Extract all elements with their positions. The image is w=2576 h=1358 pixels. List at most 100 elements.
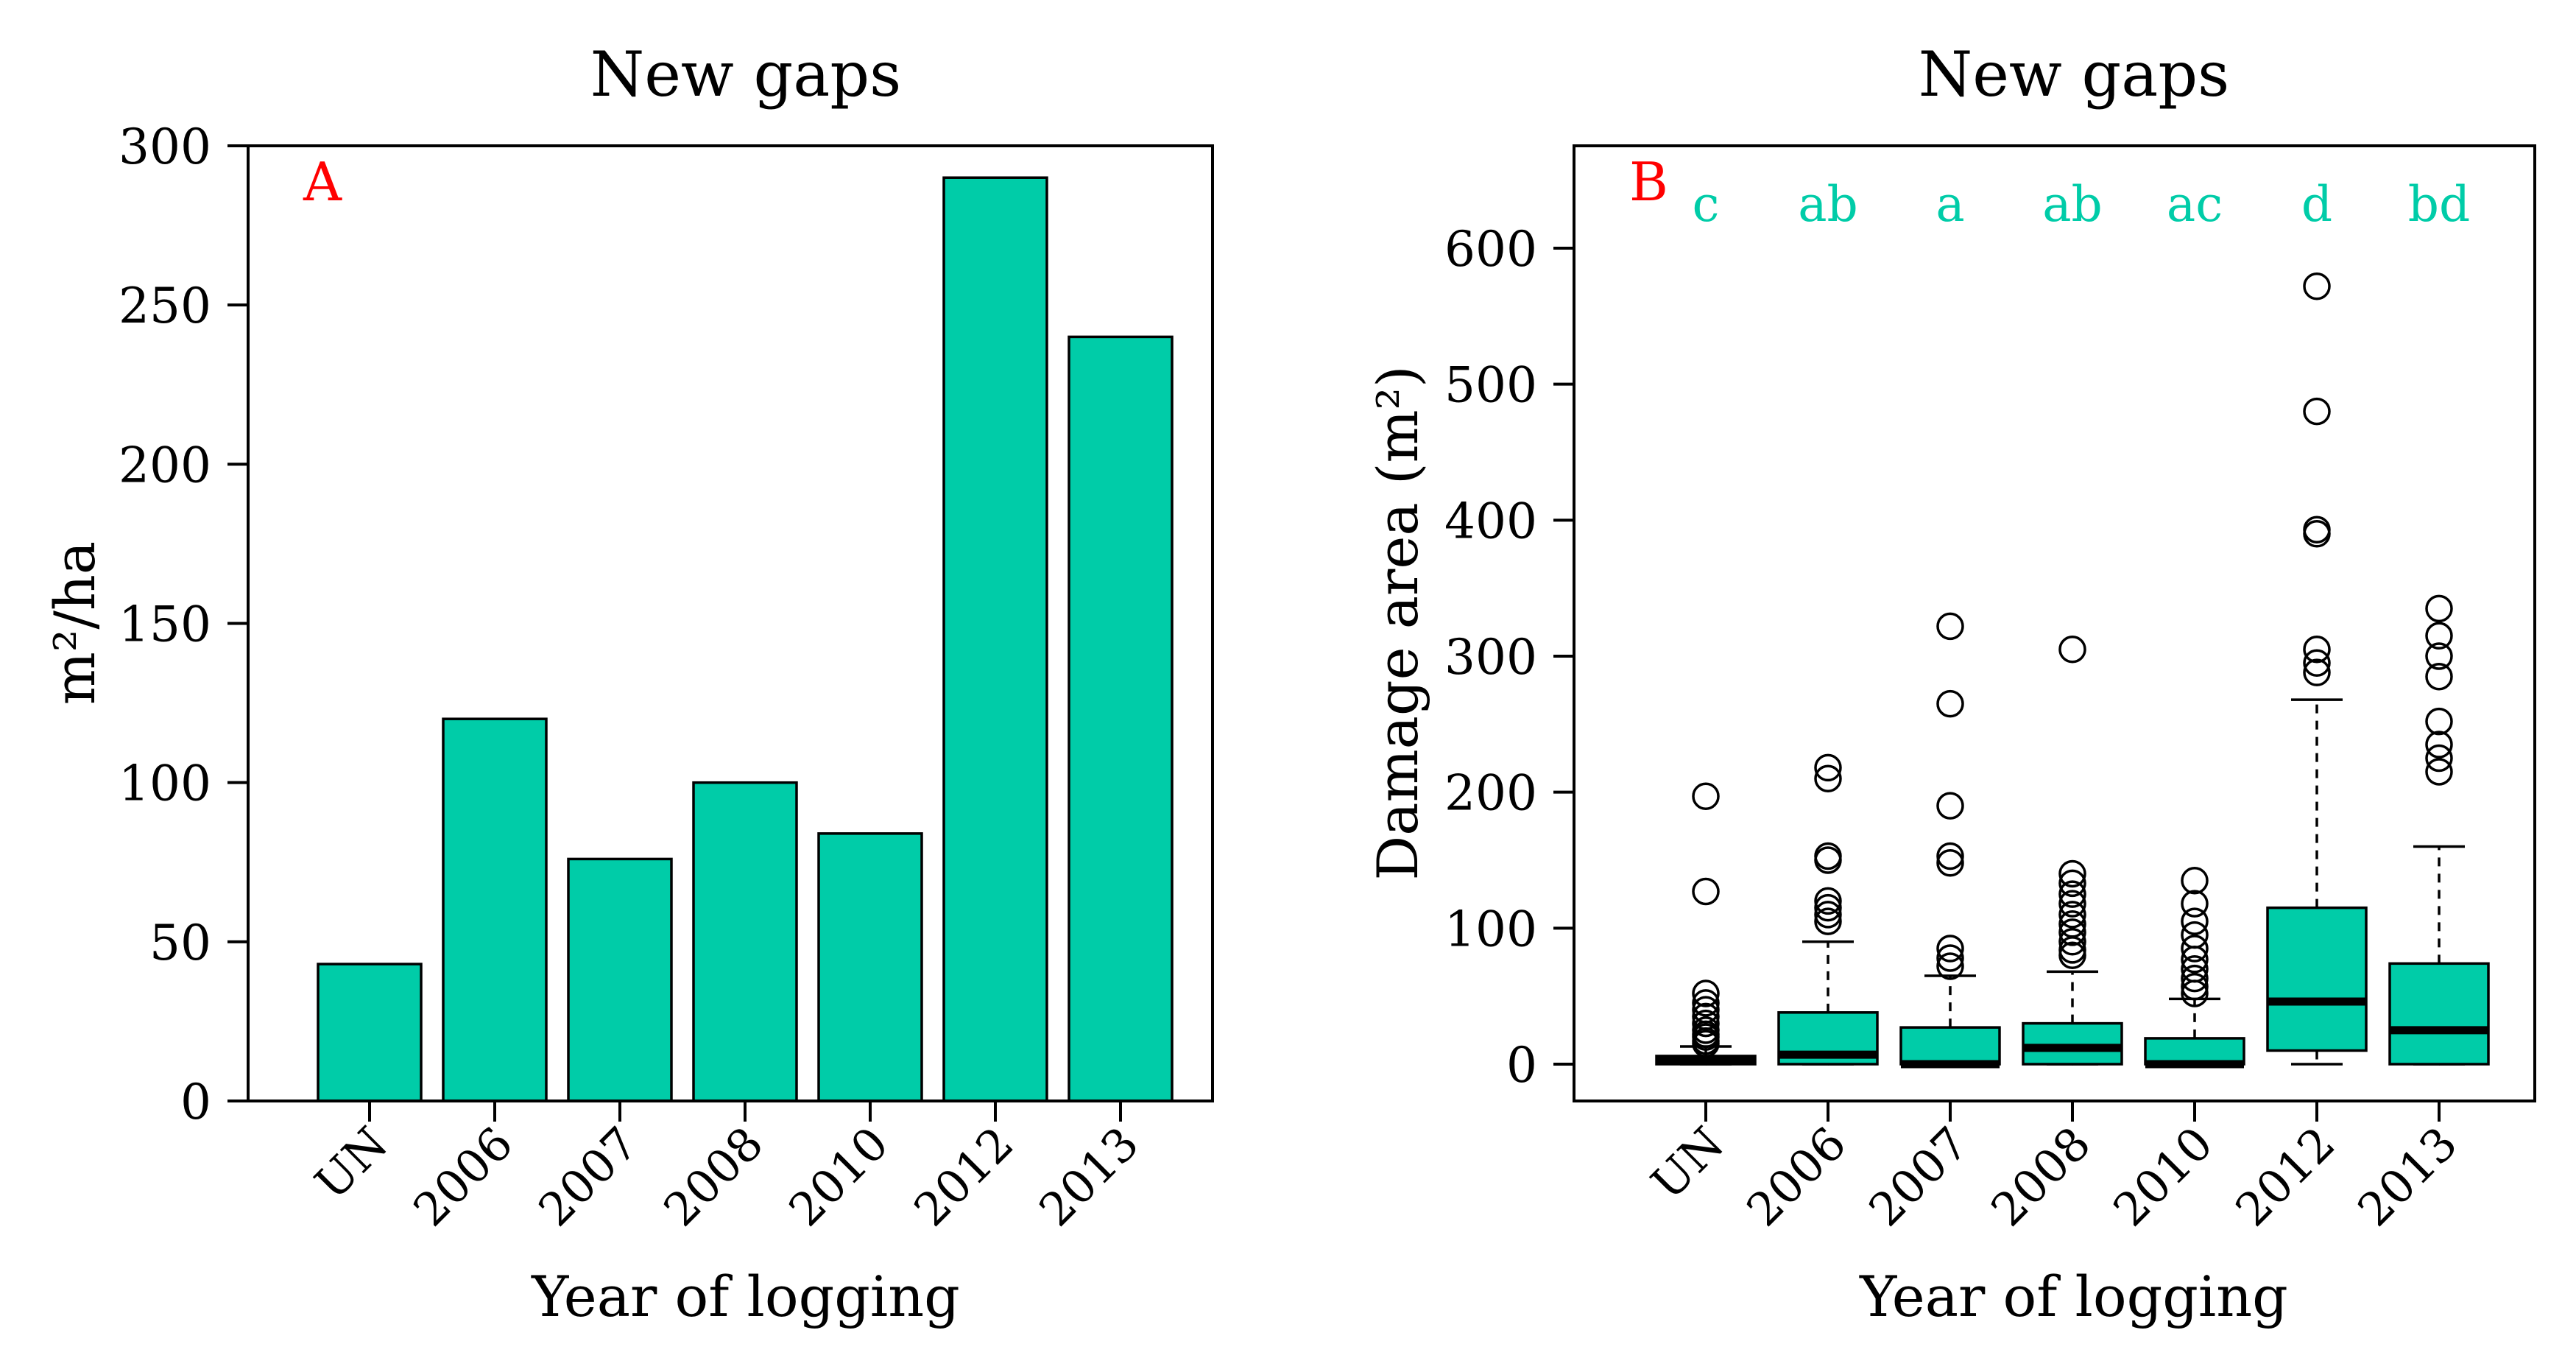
panel-b-x-tick-label: 2013 <box>2347 1116 2467 1236</box>
panel-b-outlier <box>2303 649 2331 677</box>
panel-b-outlier <box>2425 758 2453 786</box>
panel-b-outlier <box>2303 272 2331 300</box>
panel-b-outlier <box>2425 744 2453 773</box>
panel-a-title: New gaps <box>590 38 902 110</box>
panel-b-x-tick-label: 2012 <box>2225 1116 2345 1236</box>
panel-b-box-plot: New gaps B c ab a ab ac d bd 0 100 200 300 400 500 6… <box>1365 38 2536 1329</box>
panel-b-outlier <box>1814 846 1842 874</box>
panel-b-outlier <box>2058 636 2086 664</box>
panel-b-outlier <box>1814 901 1842 929</box>
panel-b-x-tick-label: 2010 <box>2103 1116 2223 1236</box>
panel-a-bar <box>817 832 923 1102</box>
panel-a-label: A <box>303 151 342 213</box>
panel-b-x-tick-label: 2007 <box>1858 1116 1978 1236</box>
panel-b-outlier <box>2058 869 2086 898</box>
panel-b-frame <box>1573 144 2536 1102</box>
panel-b-outlier <box>1692 1030 1720 1058</box>
panel-a-x-tick-label: 2013 <box>1028 1116 1148 1236</box>
panel-a-bar <box>1068 335 1174 1102</box>
panel-b-label: B <box>1629 151 1668 213</box>
panel-b-outlier <box>1692 877 1720 906</box>
panel-a-x-tick-label: 2008 <box>653 1116 773 1236</box>
panel-b-outlier <box>2058 941 2086 970</box>
panel-b-y-tick-label: 600 <box>1444 221 1537 278</box>
panel-a-y-tick-label: 300 <box>119 119 211 175</box>
panel-a-bar <box>692 781 798 1102</box>
panel-b-outlier <box>1936 792 1964 820</box>
panel-b-group-label: d <box>2301 176 2332 233</box>
panel-b-x-axis: UN 2006 2007 2008 2010 2012 2013 <box>1641 1100 2468 1236</box>
panel-a-bar-chart: New gaps A 0 50 100 150 200 250 300 UN 2006 2007… <box>42 38 1214 1329</box>
panel-a-y-tick-label: 0 <box>180 1074 211 1130</box>
panel-b-outlier <box>2425 622 2453 650</box>
panel-b-outlier <box>2181 964 2209 993</box>
panel-b-group-label: c <box>1693 176 1720 233</box>
panel-b-outlier <box>2425 707 2453 736</box>
panel-b-outlier <box>2425 731 2453 759</box>
panel-a-bar <box>317 963 423 1102</box>
panel-b-group-label: a <box>1935 176 1964 233</box>
panel-a-x-axis: UN 2006 2007 2008 2010 2012 2013 <box>305 1100 1149 1236</box>
panel-b-outlier <box>2058 859 2086 888</box>
panel-b-x-tick-label: 2008 <box>1980 1116 2100 1236</box>
panel-a-bar <box>567 857 673 1102</box>
panel-b-outlier <box>2181 972 2209 1001</box>
panel-a-y-tick-label: 150 <box>119 597 211 653</box>
panel-b-ylabel: Damage area (m²) <box>1365 365 1430 880</box>
panel-a-bar <box>942 176 1048 1102</box>
panel-a-y-axis: 0 50 100 150 200 250 300 <box>119 119 250 1130</box>
panel-a-x-tick-label: 2006 <box>403 1116 523 1236</box>
panel-b-outlier <box>2303 636 2331 664</box>
panel-b-outlier <box>2181 907 2209 935</box>
panel-b-outlier <box>1936 612 1964 641</box>
panel-b-title: New gaps <box>1919 38 2230 110</box>
panel-b-group-labels: c ab a ab ac d bd <box>1693 176 2471 233</box>
panel-b-outlier <box>2181 946 2209 974</box>
panel-b-y-tick-label: 0 <box>1506 1037 1537 1094</box>
panel-b-outlier <box>2058 880 2086 908</box>
panel-b-box <box>2266 906 2368 1052</box>
panel-b-plot-area <box>1655 272 2490 1069</box>
panel-b-outlier <box>2058 901 2086 929</box>
panel-a-x-tick-label: 2012 <box>903 1116 1023 1236</box>
panel-b-xlabel: Year of logging <box>1859 1264 2288 1329</box>
panel-a-plot-area <box>317 176 1174 1102</box>
panel-b-group-label: ab <box>1798 176 1858 233</box>
panel-b-outlier <box>1936 842 1964 870</box>
panel-b-outlier <box>1692 979 1720 1007</box>
panel-b-y-axis: 0 100 200 300 400 500 600 <box>1444 221 1575 1094</box>
panel-b-x-tick-label: 2006 <box>1736 1116 1856 1236</box>
panel-b-outlier <box>1814 764 1842 792</box>
panel-a-y-tick-label: 250 <box>119 278 211 334</box>
panel-b-outlier <box>1936 944 1964 972</box>
panel-b-outlier <box>2181 935 2209 963</box>
panel-a-x-tick-label: 2010 <box>778 1116 898 1236</box>
panel-b-box <box>1899 1026 2001 1066</box>
panel-a-y-tick-label: 100 <box>119 756 211 812</box>
panel-b-y-tick-label: 200 <box>1444 765 1537 822</box>
panel-b-outlier <box>2425 594 2453 623</box>
panel-b-box <box>2022 1021 2123 1066</box>
panel-b-outlier <box>1814 753 1842 782</box>
panel-b-outlier <box>2181 866 2209 895</box>
panel-b-outlier <box>2303 658 2331 686</box>
panel-b-outlier <box>1814 907 1842 935</box>
panel-b-outlier <box>2303 520 2331 548</box>
panel-a-x-tick-label: UN <box>305 1116 398 1210</box>
panel-b-outlier <box>1936 848 1964 877</box>
panel-b-outlier <box>1692 1009 1720 1038</box>
panel-b-y-tick-label: 400 <box>1444 493 1537 549</box>
panel-b-outlier <box>2058 918 2086 946</box>
panel-b-outlier <box>1814 893 1842 922</box>
panel-b-outlier <box>2181 979 2209 1007</box>
panel-b-outlier <box>1692 989 1720 1017</box>
panel-b-y-tick-label: 300 <box>1444 629 1537 686</box>
panel-b-box <box>2388 962 2490 1066</box>
panel-b-group-label: bd <box>2408 176 2471 233</box>
panel-b-outlier <box>2303 397 2331 426</box>
panel-b-outlier <box>2425 642 2453 670</box>
panel-a-x-tick-label: 2007 <box>528 1116 648 1236</box>
panel-b-outlier <box>1936 689 1964 718</box>
panel-b-y-tick-label: 100 <box>1444 901 1537 957</box>
